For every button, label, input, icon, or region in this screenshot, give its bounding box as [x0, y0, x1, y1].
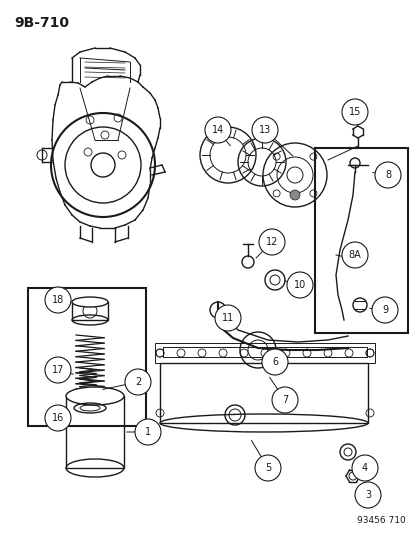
Bar: [154, 343, 374, 363]
Circle shape: [214, 305, 240, 331]
Circle shape: [45, 357, 71, 383]
Text: 9B-710: 9B-710: [14, 16, 69, 30]
Text: 93456 710: 93456 710: [356, 516, 405, 525]
Text: 18: 18: [52, 295, 64, 305]
Circle shape: [45, 287, 71, 313]
Circle shape: [374, 162, 400, 188]
Circle shape: [259, 229, 284, 255]
Bar: [314, 148, 407, 333]
Circle shape: [341, 242, 367, 268]
Circle shape: [341, 99, 367, 125]
Text: 7: 7: [281, 395, 287, 405]
Circle shape: [125, 369, 151, 395]
Text: 8A: 8A: [348, 250, 361, 260]
Text: 2: 2: [135, 377, 141, 387]
Circle shape: [286, 272, 312, 298]
Text: 15: 15: [348, 107, 360, 117]
Text: 1: 1: [145, 427, 151, 437]
Text: 17: 17: [52, 365, 64, 375]
Circle shape: [261, 349, 287, 375]
Bar: [28, 288, 146, 426]
Circle shape: [254, 455, 280, 481]
Text: 3: 3: [364, 490, 370, 500]
Text: 10: 10: [293, 280, 305, 290]
Text: 4: 4: [361, 463, 367, 473]
Bar: [159, 363, 367, 423]
Circle shape: [354, 482, 380, 508]
Text: 16: 16: [52, 413, 64, 423]
Text: 11: 11: [221, 313, 234, 323]
Circle shape: [135, 419, 161, 445]
Text: 12: 12: [265, 237, 278, 247]
Bar: [72, 302, 108, 320]
Circle shape: [271, 387, 297, 413]
Text: 6: 6: [271, 357, 278, 367]
Circle shape: [289, 190, 299, 200]
Bar: [66, 396, 124, 468]
Circle shape: [204, 117, 230, 143]
Bar: [163, 347, 366, 357]
Ellipse shape: [72, 297, 108, 307]
Circle shape: [45, 405, 71, 431]
Ellipse shape: [66, 387, 124, 405]
Text: 13: 13: [258, 125, 271, 135]
Text: 8: 8: [384, 170, 390, 180]
Circle shape: [252, 117, 277, 143]
Circle shape: [351, 455, 377, 481]
Text: 14: 14: [211, 125, 223, 135]
Text: 5: 5: [264, 463, 271, 473]
Circle shape: [371, 297, 397, 323]
Text: 9: 9: [381, 305, 387, 315]
